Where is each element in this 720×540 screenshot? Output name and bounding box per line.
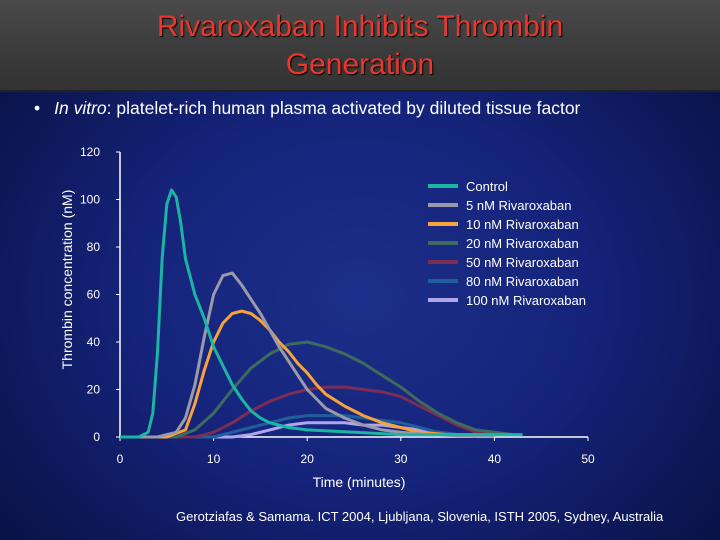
- legend-label: 20 nM Rivaroxaban: [466, 236, 579, 251]
- title-bar: [0, 0, 720, 92]
- legend-label: 5 nM Rivaroxaban: [466, 198, 572, 213]
- legend-label: 100 nM Rivaroxaban: [466, 293, 586, 308]
- bullet-symbol: •: [34, 98, 41, 118]
- series-line-5-nm-rivaroxaban: [120, 271, 495, 439]
- series-line-control: [120, 188, 523, 439]
- x-tick-label: 0: [117, 452, 124, 466]
- x-tick-label: 50: [581, 452, 595, 466]
- legend-label: 50 nM Rivaroxaban: [466, 255, 579, 270]
- series-line-10-nm-rivaroxaban: [120, 309, 495, 439]
- series-line-20-nm-rivaroxaban: [120, 340, 514, 439]
- x-tick-label: 10: [207, 452, 221, 466]
- bullet-italic: In vitro: [54, 98, 107, 118]
- legend-label: Control: [466, 179, 508, 194]
- bullet-rest: : platelet-rich human plasma activated b…: [106, 98, 581, 118]
- series-line-50-nm-rivaroxaban: [120, 385, 495, 439]
- legend-label: 80 nM Rivaroxaban: [466, 274, 579, 289]
- y-tick-label: 20: [87, 383, 101, 397]
- axis-ticks: 0 20 40 60 80 100 120 0 10 20 30 40 50: [80, 145, 595, 466]
- x-tick-label: 40: [488, 452, 502, 466]
- chart-legend: Control 5 nM Rivaroxaban 10 nM Rivaroxaban…: [428, 179, 586, 308]
- x-tick-label: 20: [301, 452, 315, 466]
- y-tick-label: 0: [93, 430, 100, 444]
- y-tick-label: 60: [87, 288, 101, 302]
- title-line-1: Rivaroxaban Inhibits Thrombin: [156, 10, 564, 43]
- title-line-2: Generation: [285, 48, 435, 81]
- bullet-text: • In vitro: platelet-rich human plasma ac…: [34, 98, 580, 119]
- y-axis-title: Thrombin concentration (nM): [59, 190, 75, 370]
- x-axis-title: Time (minutes): [313, 474, 406, 490]
- y-tick-label: 120: [80, 145, 100, 159]
- y-tick-label: 40: [87, 335, 101, 349]
- y-tick-label: 80: [87, 240, 101, 254]
- series-line-80-nm-rivaroxaban: [120, 414, 476, 439]
- slide-title: Rivaroxaban Inhibits Thrombin Generation: [110, 8, 610, 84]
- x-tick-label: 30: [394, 452, 408, 466]
- legend-label: 10 nM Rivaroxaban: [466, 217, 579, 232]
- y-tick-label: 100: [80, 193, 100, 207]
- chart-series: [120, 188, 523, 439]
- citation: Gerotziafas & Samama. ICT 2004, Ljubljan…: [176, 509, 664, 524]
